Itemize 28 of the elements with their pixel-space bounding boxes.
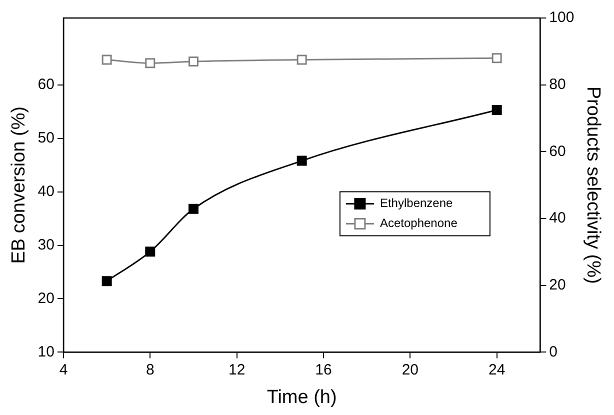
y-axis-title: EB conversion (%) (8, 106, 30, 264)
y2-tick-label: 0 (549, 343, 558, 360)
y-tick-label: 30 (38, 236, 54, 254)
point (492, 104, 502, 115)
y2-tick-label: 20 (549, 276, 566, 294)
legend-label: Ethylbenzene (380, 196, 454, 210)
y-tick-label: 60 (38, 76, 54, 93)
point (102, 276, 112, 286)
y2-tick-label: 40 (549, 210, 566, 227)
x-tick-label: 12 (228, 361, 246, 378)
y-tick-label: 20 (38, 290, 54, 307)
point (296, 156, 307, 166)
y-tick-label: 40 (38, 182, 54, 200)
legend-label: Acetophenone (380, 216, 458, 230)
y2-tick-label: 100 (549, 9, 574, 26)
y-tick-label: 10 (38, 343, 54, 360)
y-tick-label: 50 (38, 129, 54, 146)
y2-axis-title: Products selectivity (%) (582, 86, 604, 284)
point (145, 246, 156, 257)
x-axis-title: Time (h) (266, 386, 337, 408)
y2-tick-label: 80 (549, 76, 566, 93)
y2-tick-label: 60 (549, 142, 566, 160)
x-tick-label: 16 (315, 361, 332, 378)
x-tick-label: 4 (59, 361, 68, 378)
point (188, 204, 198, 214)
x-tick-label: 20 (402, 361, 419, 378)
x-tick-label: 8 (146, 361, 154, 378)
x-tick-label: 24 (488, 361, 506, 378)
